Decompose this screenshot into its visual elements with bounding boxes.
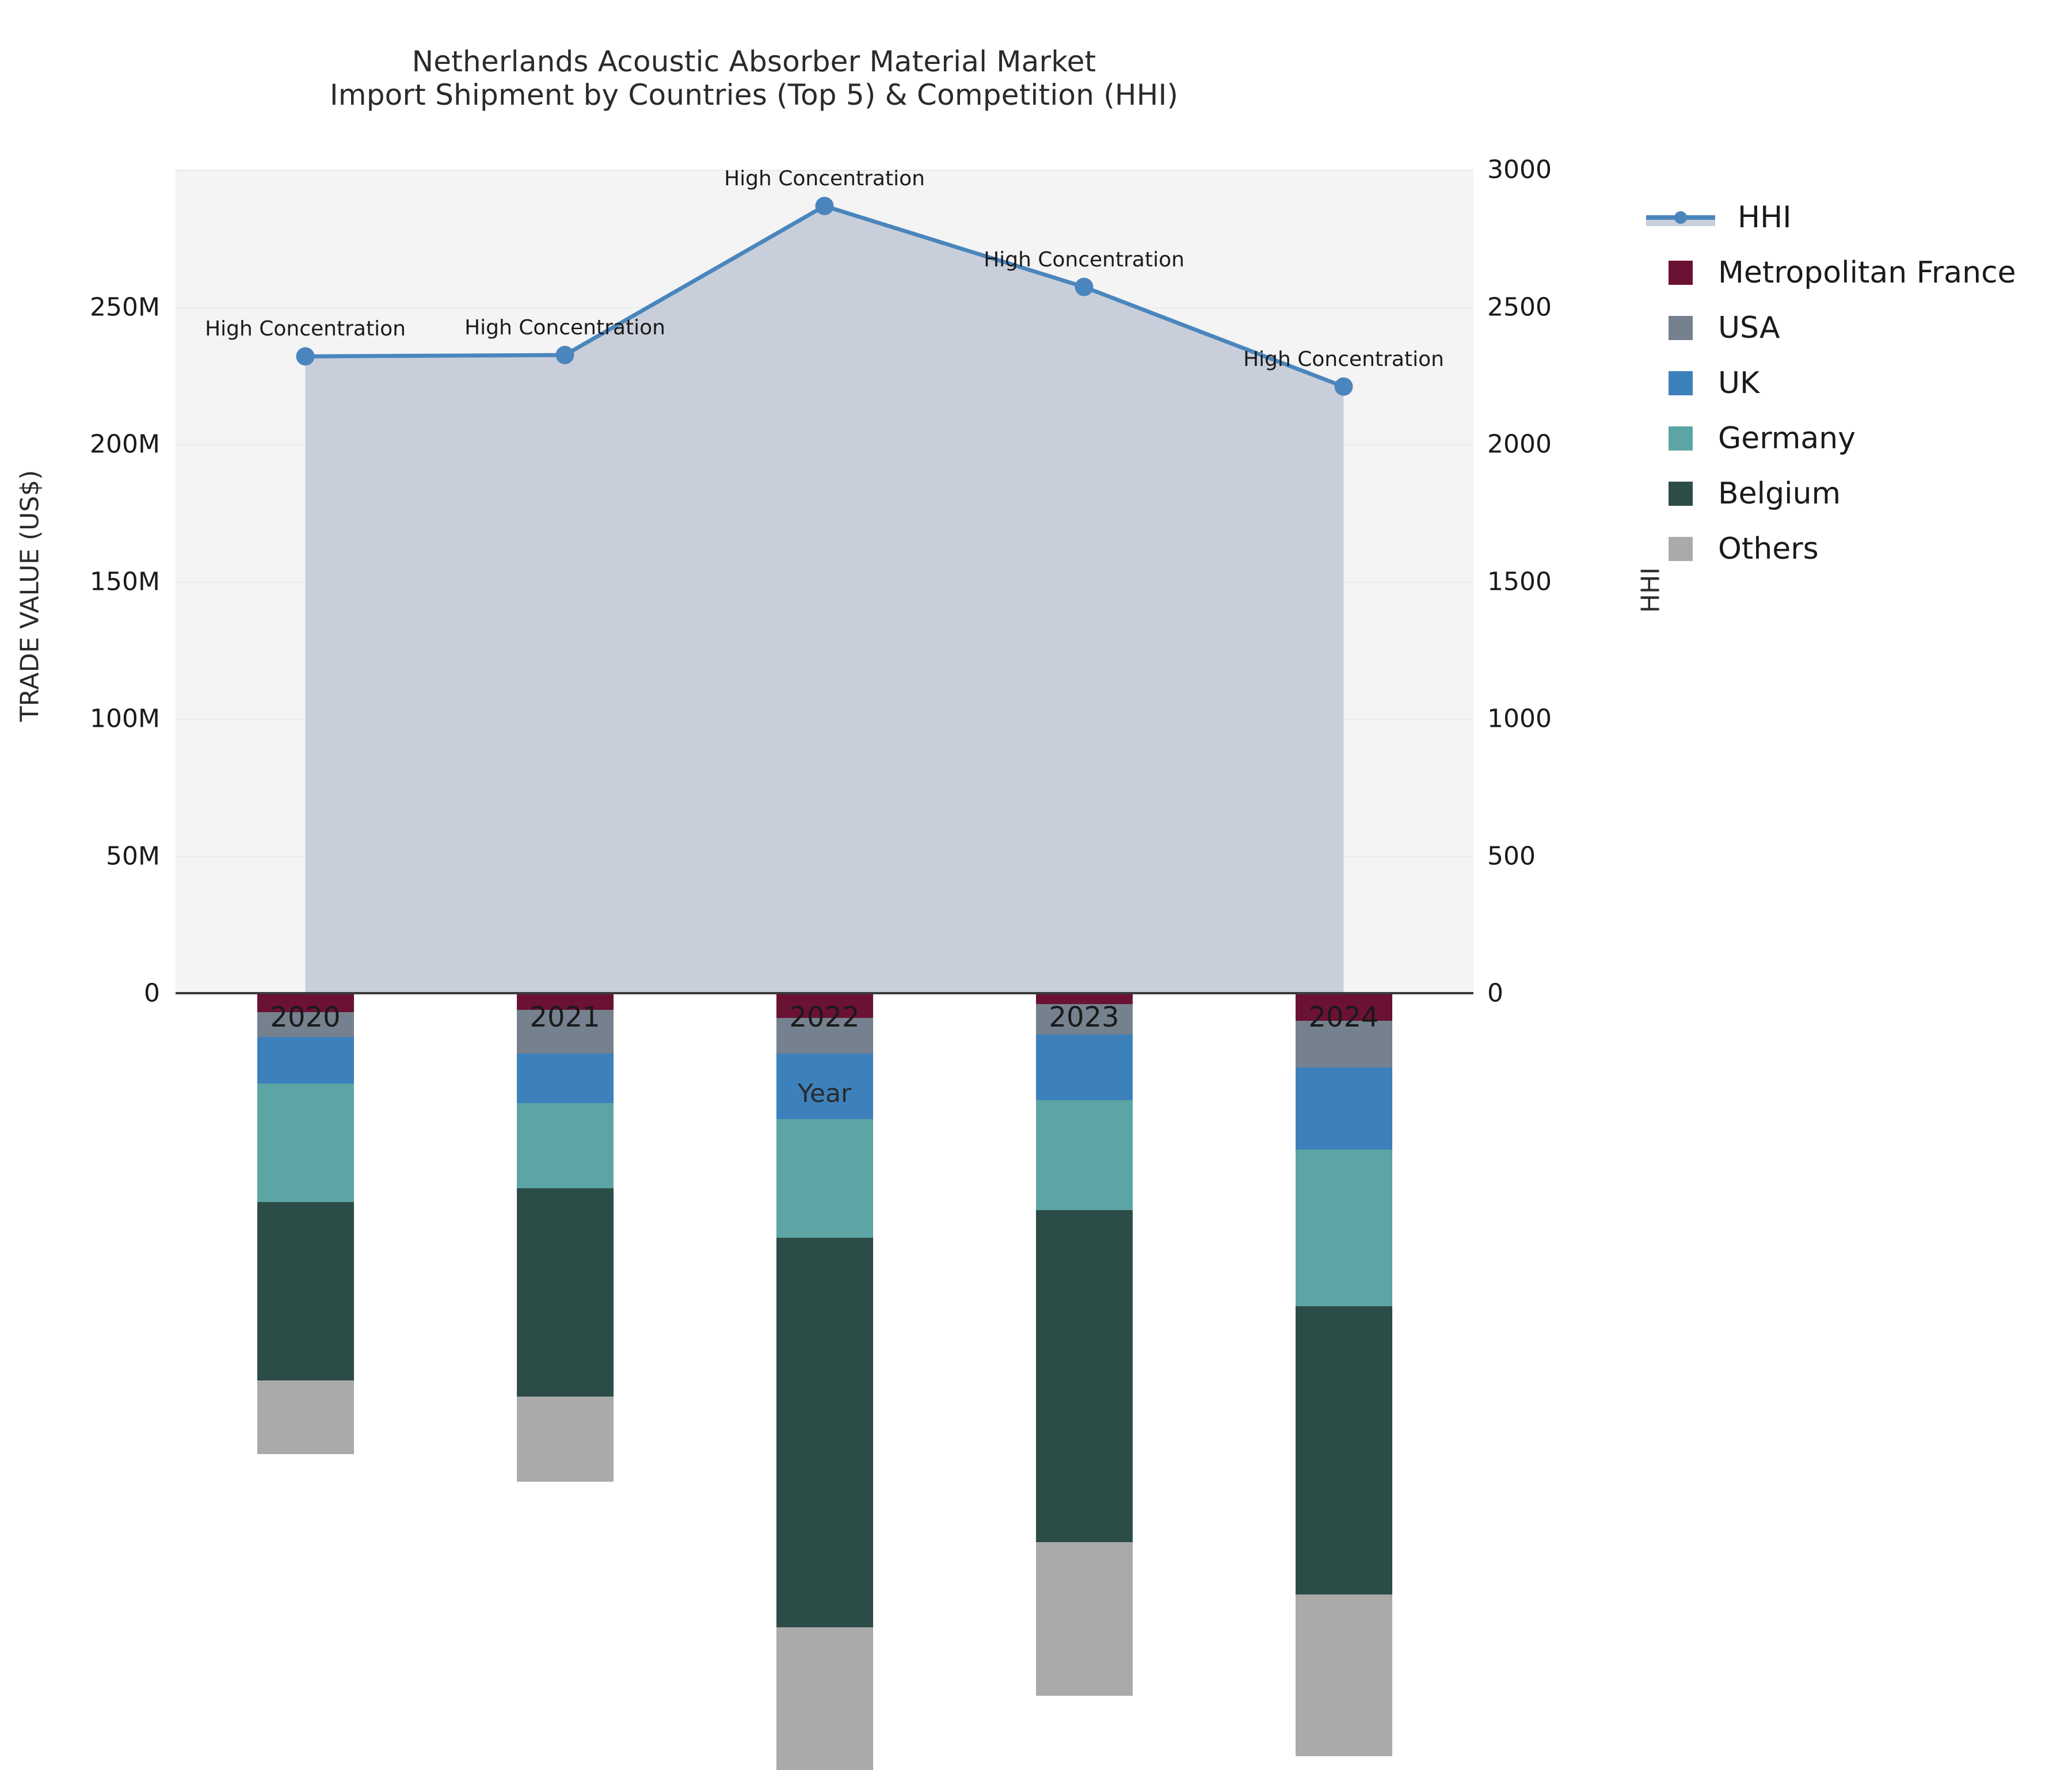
bar-segment[interactable]: [516, 993, 614, 1010]
bar-segment[interactable]: [257, 1201, 354, 1380]
legend-color-swatch-icon: [1669, 316, 1693, 340]
bar-segment[interactable]: [1035, 1034, 1133, 1101]
legend-color-swatch-icon: [1669, 537, 1693, 561]
legend-color-swatch-icon: [1669, 371, 1693, 395]
legend-item-label: Others: [1718, 532, 1819, 566]
hhi-annotation: High Concentration: [464, 315, 665, 339]
bar-segment[interactable]: [1295, 1149, 1392, 1306]
y-axis-left-tick-label: 100M: [90, 704, 160, 734]
bar-segment[interactable]: [1035, 1210, 1133, 1542]
hhi-data-point: [815, 196, 834, 215]
y-axis-right-tick-label: 500: [1487, 841, 1536, 871]
chart-legend: HHI Metropolitan France USA UK Germany Belgiu…: [1646, 190, 2052, 577]
chart-figure: Netherlands Acoustic Absorber Material M…: [0, 45, 2052, 1770]
bar-segment[interactable]: [516, 1188, 614, 1397]
legend-item-label: HHI: [1738, 200, 1792, 235]
y-axis-right-tick-label: 1000: [1487, 704, 1552, 734]
plot-area: High Concentration High Concentration High…: [176, 166, 1473, 1770]
bar-segment[interactable]: [1295, 993, 1392, 1021]
y-axis-left-tick-label: 200M: [90, 429, 160, 459]
x-axis-line: [176, 992, 1473, 994]
bar-segment[interactable]: [1035, 993, 1133, 1005]
bar-segment[interactable]: [776, 1237, 873, 1627]
legend-item-label: Belgium: [1718, 476, 1841, 511]
bar-segment[interactable]: [1035, 1542, 1133, 1696]
bar-segment[interactable]: [1295, 1306, 1392, 1594]
legend-color-swatch-icon: [1669, 261, 1693, 285]
bar-segment[interactable]: [1035, 1004, 1133, 1035]
chart-title-line-1: Netherlands Acoustic Absorber Material M…: [412, 45, 1096, 78]
bar-segment[interactable]: [776, 1053, 873, 1120]
gridline-right: [176, 170, 1473, 171]
chart-title: Netherlands Acoustic Absorber Material M…: [0, 45, 1508, 112]
legend-item[interactable]: HHI: [1646, 190, 2052, 245]
legend-item[interactable]: USA: [1649, 300, 2052, 356]
hhi-annotation: High Concentration: [205, 317, 406, 341]
x-axis-ticks: 2020 2021 2022 2023 2024: [176, 1001, 1473, 1042]
bar-segment[interactable]: [776, 993, 873, 1018]
legend-item-label: Metropolitan France: [1718, 255, 2016, 290]
hhi-annotation: High Concentration: [984, 247, 1184, 272]
x-axis-tick-label: 2024: [1308, 1001, 1379, 1033]
legend-item-label: USA: [1718, 311, 1780, 345]
x-axis-tick-label: 2022: [789, 1001, 860, 1033]
legend-item[interactable]: Belgium: [1649, 466, 2052, 521]
bar-segment[interactable]: [1295, 1067, 1392, 1150]
bar-segment[interactable]: [516, 1009, 614, 1054]
bar-group[interactable]: [257, 532, 354, 1455]
x-axis-tick-label: 2023: [1049, 1001, 1119, 1033]
y-axis-left-tick-label: 150M: [90, 567, 160, 596]
bar-segment[interactable]: [257, 993, 354, 1013]
y-axis-right-tick-label: 3000: [1487, 155, 1552, 185]
chart-title-line-2: Import Shipment by Countries (Top 5) & C…: [329, 78, 1179, 112]
bar-segment[interactable]: [516, 1103, 614, 1188]
hhi-annotation: High Concentration: [1243, 347, 1444, 371]
bar-group[interactable]: [1295, 230, 1392, 1757]
y-axis-right-tick-label: 1500: [1487, 567, 1552, 596]
legend-color-swatch-icon: [1669, 482, 1693, 506]
y-axis-right-ticks: 0 500 1000 1500 2000 2500 3000: [1480, 155, 1665, 1008]
legend-item-label: UK: [1718, 366, 1760, 400]
hhi-data-point: [555, 345, 574, 364]
hhi-data-point: [296, 347, 315, 366]
bar-segment[interactable]: [257, 1380, 354, 1455]
bar-segment[interactable]: [1295, 1020, 1392, 1067]
bar-segment[interactable]: [776, 1017, 873, 1054]
bar-segment[interactable]: [257, 1012, 354, 1037]
bar-group[interactable]: [776, 216, 873, 1770]
y-axis-left-title: TRADE VALUE (US$): [15, 470, 45, 722]
legend-item[interactable]: Others: [1649, 521, 2052, 577]
y-axis-left-tick-label: 250M: [90, 292, 160, 322]
legend-line-marker-icon: [1646, 205, 1715, 230]
legend-item[interactable]: UK: [1649, 356, 2052, 411]
legend-item-label: Germany: [1718, 421, 1856, 456]
bar-segment[interactable]: [516, 1397, 614, 1482]
x-axis-tick-label: 2021: [530, 1001, 600, 1033]
bar-segment[interactable]: [776, 1627, 873, 1770]
x-axis-tick-label: 2020: [270, 1001, 341, 1033]
y-axis-right-tick-label: 2500: [1487, 292, 1552, 322]
bar-group[interactable]: [516, 505, 614, 1482]
y-axis-left-ticks: 0 50M 100M 150M 200M 250M: [0, 170, 167, 1008]
x-axis-title: Year: [797, 1079, 852, 1108]
y-axis-left-tick-label: 50M: [106, 841, 160, 871]
legend-item[interactable]: Germany: [1649, 411, 2052, 466]
y-axis-right-tick-label: 2000: [1487, 429, 1552, 459]
bar-segment[interactable]: [1295, 1594, 1392, 1757]
bar-segment[interactable]: [776, 1119, 873, 1238]
bar-segment[interactable]: [257, 1037, 354, 1084]
hhi-annotation: High Concentration: [724, 166, 925, 190]
bar-segment[interactable]: [516, 1053, 614, 1103]
bar-segment[interactable]: [1035, 1100, 1133, 1210]
y-axis-left-tick-label: 0: [144, 978, 160, 1008]
legend-color-swatch-icon: [1669, 426, 1693, 451]
bar-group[interactable]: [1035, 291, 1133, 1696]
legend-item[interactable]: Metropolitan France: [1649, 245, 2052, 300]
y-axis-right-tick-label: 0: [1487, 978, 1503, 1008]
